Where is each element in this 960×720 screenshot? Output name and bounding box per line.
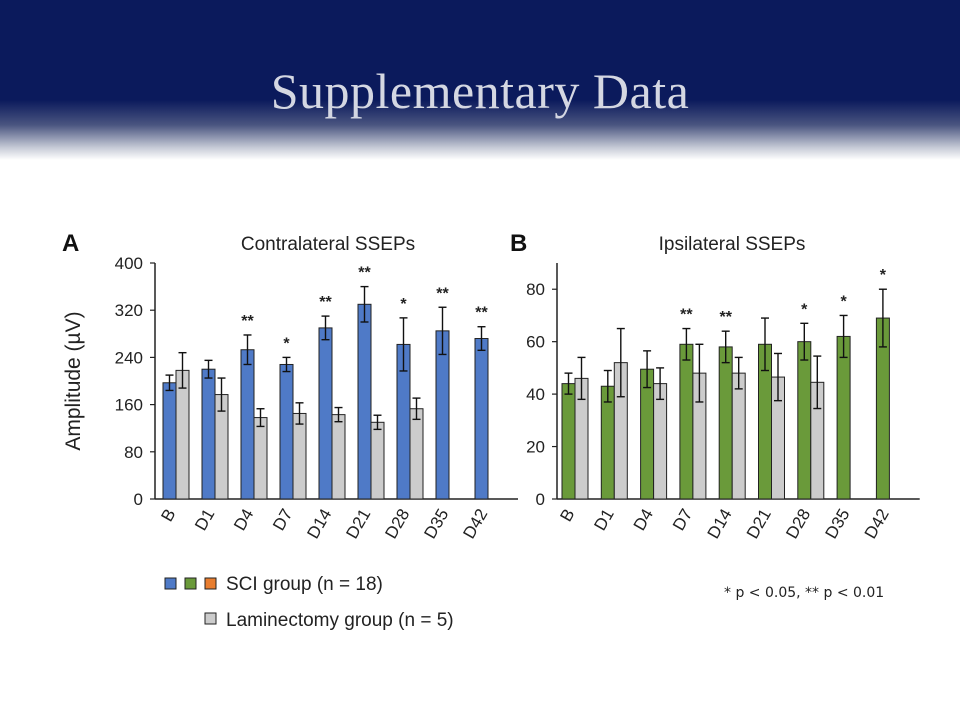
x-tick-label: D42: [861, 506, 893, 543]
x-tick-label: D28: [381, 506, 413, 543]
x-tick-label: D1: [590, 506, 617, 534]
bar-laminectomy: [331, 414, 346, 500]
x-tick-label: D28: [782, 506, 814, 543]
bar-sci: [561, 383, 576, 500]
significance-marker: *: [283, 335, 290, 352]
bar-laminectomy: [370, 421, 385, 500]
significance-footnote: * p < 0.05, ** p < 0.01: [724, 585, 885, 601]
bar-sci: [836, 335, 851, 500]
significance-marker: **: [475, 305, 488, 322]
panel-letter: B: [510, 230, 527, 257]
x-tick-label: D42: [459, 506, 491, 543]
slide-header: [0, 0, 960, 160]
y-tick-label: 320: [115, 301, 143, 320]
bar-laminectomy: [253, 417, 268, 500]
x-tick-label: D14: [704, 506, 736, 543]
bar-sci: [797, 341, 812, 500]
x-tick-label: D35: [420, 506, 452, 543]
bar-sci: [162, 382, 177, 500]
y-tick-label: 80: [124, 443, 143, 462]
x-tick-label: D4: [630, 506, 657, 534]
x-tick-label: D4: [230, 506, 257, 534]
bar-sci: [318, 327, 333, 500]
bar-laminectomy: [292, 412, 307, 500]
legend-label-laminectomy: Laminectomy group (n = 5): [226, 610, 454, 631]
x-tick-label: D21: [743, 506, 775, 543]
bar-sci: [201, 368, 216, 500]
bar-laminectomy: [731, 372, 746, 500]
legend-swatch-sci: [164, 577, 177, 590]
significance-marker: *: [400, 296, 407, 313]
y-tick-label: 20: [526, 438, 545, 457]
y-tick-label: 160: [115, 396, 143, 415]
significance-marker: **: [241, 313, 254, 330]
bar-sci: [679, 343, 694, 500]
bar-sci: [474, 338, 489, 500]
y-tick-label: 0: [536, 490, 545, 509]
y-tick-label: 240: [115, 348, 143, 367]
x-tick-label: D7: [269, 506, 296, 534]
bar-sci: [600, 385, 615, 500]
bar-sci: [240, 349, 255, 500]
bar-laminectomy: [653, 383, 668, 500]
legend-swatch-laminectomy: [204, 612, 217, 625]
x-tick-label: B: [157, 506, 179, 525]
bar-laminectomy: [409, 408, 424, 500]
x-tick-label: B: [556, 506, 578, 525]
bar-sci: [718, 346, 733, 500]
x-tick-label: D1: [191, 506, 218, 534]
x-tick-label: D7: [669, 506, 696, 534]
y-tick-label: 400: [115, 254, 143, 273]
bar-sci: [435, 330, 450, 500]
significance-marker: *: [840, 293, 847, 310]
y-axis-label: Amplitude (µV): [62, 311, 85, 450]
chart-title: Ipsilateral SSEPs: [659, 234, 806, 255]
bar-sci: [357, 303, 372, 500]
bar-laminectomy: [175, 369, 190, 500]
panel-a-chart: A Contralateral SSEPs 0 80 160 240 320 400 Ampli…: [62, 230, 518, 542]
significance-marker: *: [801, 301, 808, 318]
significance-marker: **: [436, 285, 449, 302]
x-tick-label: D14: [303, 506, 335, 543]
legend-label-sci: SCI group (n = 18): [226, 574, 383, 595]
significance-marker: **: [680, 307, 693, 324]
legend-swatch-sci: [184, 577, 197, 590]
chart-title: Contralateral SSEPs: [241, 234, 415, 255]
bar-sci: [640, 368, 655, 500]
bar-sci: [279, 363, 294, 500]
significance-marker: *: [880, 267, 887, 284]
legend: SCI group (n = 18) Laminectomy group (n =…: [164, 574, 454, 631]
significance-marker: **: [319, 294, 332, 311]
legend-swatch-sci: [204, 577, 217, 590]
x-tick-label: D21: [342, 506, 374, 543]
y-tick-label: 80: [526, 280, 545, 299]
y-tick-label: 60: [526, 333, 545, 352]
significance-marker: **: [358, 265, 371, 282]
y-tick-label: 40: [526, 385, 545, 404]
significance-marker: **: [719, 309, 732, 326]
x-tick-label: D35: [822, 506, 854, 543]
y-tick-label: 0: [134, 490, 143, 509]
panel-letter: A: [62, 230, 79, 257]
slide-title: Supplementary Data: [270, 63, 690, 119]
